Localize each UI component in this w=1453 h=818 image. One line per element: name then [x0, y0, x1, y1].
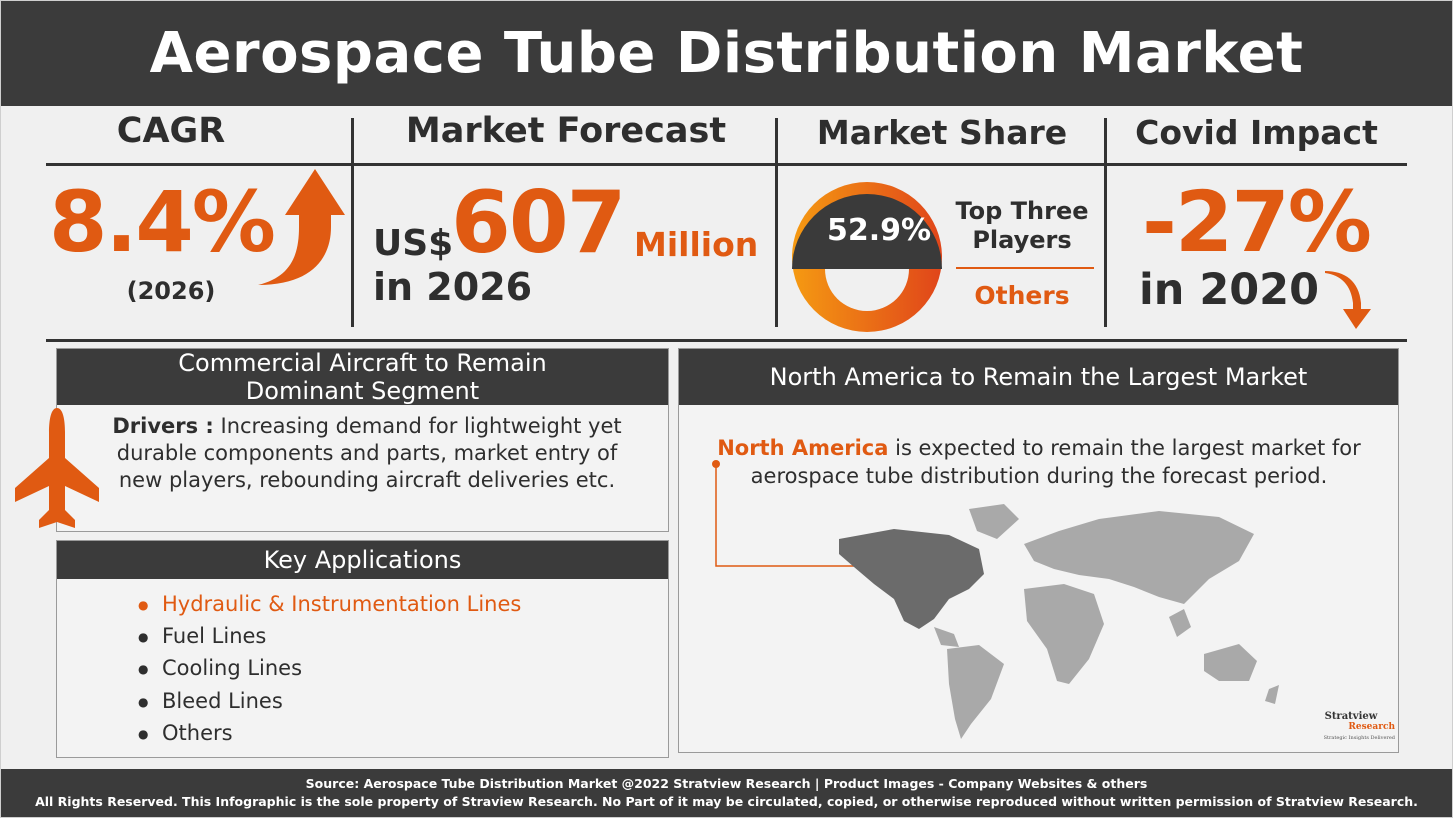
region-highlight: North America: [717, 436, 889, 460]
divider: [46, 163, 1407, 166]
divider: [775, 118, 778, 327]
divider: [1104, 118, 1107, 327]
title-bar: Aerospace Tube Distribution Market: [1, 1, 1452, 106]
segment-title: Commercial Aircraft to Remain Dominant S…: [57, 349, 668, 405]
application-item: Fuel Lines: [138, 624, 266, 648]
stat-heading: Market Share: [816, 113, 1068, 152]
region-text: North America is expected to remain the …: [689, 434, 1389, 490]
region-box: North America to Remain the Largest Mark…: [678, 348, 1399, 753]
footer-source: Source: Aerospace Tube Distribution Mark…: [305, 776, 1148, 791]
share-value: 52.9%: [826, 213, 932, 248]
cagr-value: 8.4%: [49, 173, 276, 271]
donut-icon: [792, 182, 942, 332]
down-arrow-icon: [1325, 271, 1371, 329]
up-arrow-icon: [258, 169, 345, 285]
world-map: [712, 460, 1279, 739]
region-description: is expected to remain the largest market…: [750, 436, 1361, 488]
logo: Stratview Research Strategic Insights De…: [1307, 711, 1395, 744]
footer: Source: Aerospace Tube Distribution Mark…: [1, 769, 1452, 817]
stat-heading: Covid Impact: [1135, 113, 1378, 152]
forecast-unit: Million: [634, 225, 759, 264]
application-item: Bleed Lines: [138, 689, 283, 713]
applications-box: Key Applications Hydraulic & Instrumenta…: [56, 540, 669, 758]
region-title: North America to Remain the Largest Mark…: [679, 349, 1398, 405]
forecast-note: in 2026: [373, 265, 533, 309]
cagr-note: (2026): [126, 277, 216, 305]
title: Aerospace Tube Distribution Market: [149, 21, 1304, 86]
applications-title: Key Applications: [57, 541, 668, 579]
segment-box: Commercial Aircraft to Remain Dominant S…: [56, 348, 669, 532]
application-item: Hydraulic & Instrumentation Lines: [138, 592, 521, 616]
divider: [351, 118, 354, 327]
covid-note: in 2020: [1139, 265, 1319, 315]
share-other: Others: [974, 281, 1070, 310]
stat-heading: Market Forecast: [405, 111, 727, 151]
share-label: Top Three Players: [955, 197, 1089, 254]
logo-name: Stratview: [1324, 711, 1378, 722]
application-item: Cooling Lines: [138, 656, 302, 680]
drivers-text: Increasing demand for lightweight yet du…: [116, 414, 622, 492]
plane-icon: [15, 408, 99, 528]
share-divider: [956, 267, 1094, 269]
footer-rights: All Rights Reserved. This Infographic is…: [35, 794, 1418, 809]
drivers: Drivers : Increasing demand for lightwei…: [97, 413, 637, 494]
application-item: Others: [138, 721, 232, 745]
logo-tagline: Strategic Insights Delivered: [1323, 735, 1395, 741]
forecast-prefix: US$: [373, 223, 454, 264]
divider: [46, 339, 1407, 342]
drivers-label: Drivers :: [112, 414, 214, 438]
logo-sub: Research: [1348, 722, 1395, 732]
covid-value: -27%: [1142, 173, 1372, 271]
stat-heading: CAGR: [116, 111, 226, 151]
forecast-value: 607: [451, 173, 627, 273]
